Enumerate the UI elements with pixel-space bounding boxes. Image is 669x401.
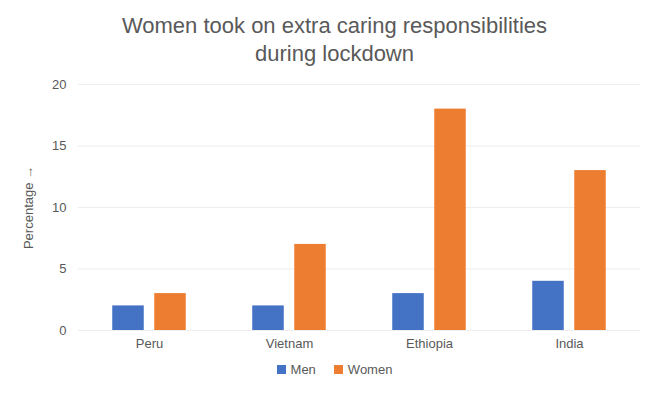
svg-text:Peru: Peru bbox=[136, 336, 163, 351]
svg-text:10: 10 bbox=[52, 200, 66, 215]
svg-text:5: 5 bbox=[59, 261, 66, 276]
html-text:Men: Men bbox=[290, 362, 316, 377]
svg-text:Vietnam: Vietnam bbox=[266, 336, 313, 351]
html-text:Women: Women bbox=[347, 362, 393, 377]
svg-text:0: 0 bbox=[59, 323, 66, 338]
svg-text:Ethiopia: Ethiopia bbox=[406, 336, 454, 351]
svg-text:20: 20 bbox=[52, 77, 66, 92]
html-text:Women took on extra caring res: Women took on extra caring responsibilit… bbox=[121, 13, 548, 66]
svg-text:India: India bbox=[555, 336, 584, 351]
svg-text:15: 15 bbox=[52, 138, 66, 153]
svg-text:Percentage →: Percentage → bbox=[21, 166, 36, 249]
